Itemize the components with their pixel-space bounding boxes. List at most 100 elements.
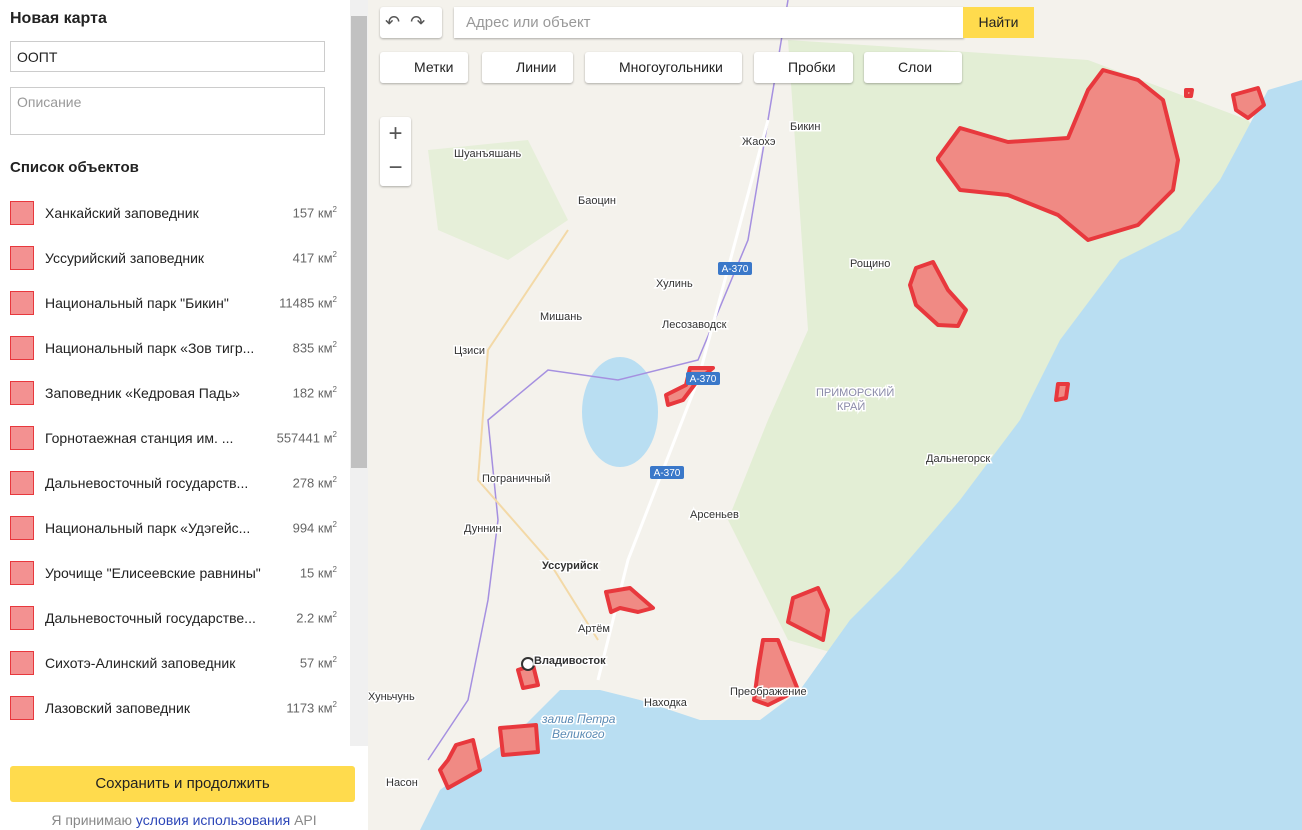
area-power: 2: [332, 475, 337, 484]
area-unit: км: [317, 205, 333, 221]
object-area: 157 км2: [293, 205, 337, 220]
area-value: 417: [292, 250, 315, 266]
title: Новая карта: [10, 10, 107, 27]
area-power: 2: [332, 295, 337, 304]
object-item[interactable]: Уссурийский заповедник 417 км2: [10, 244, 337, 272]
object-item[interactable]: Дальневосточный государстве... 2.2 км2: [10, 604, 337, 632]
area-power: 2: [332, 700, 337, 709]
object-color: [10, 561, 34, 585]
object-color: [10, 246, 34, 270]
road-label: А-370: [722, 264, 749, 275]
map-label: Находка: [644, 697, 688, 709]
map-label: Лесозаводск: [662, 319, 727, 331]
zoom-control[interactable]: + −: [380, 117, 411, 186]
description-input[interactable]: Описание: [10, 87, 325, 135]
map-label: Владивосток: [534, 655, 606, 667]
area-value: 182: [292, 385, 315, 401]
map-label: Преображение: [730, 686, 807, 698]
area-unit: м: [323, 430, 333, 446]
area-unit: км: [317, 385, 333, 401]
undo-redo[interactable]: ↶ ↷: [380, 7, 442, 38]
map-label: Рощино: [850, 258, 890, 270]
area-value: 11485: [279, 295, 315, 311]
object-color: [10, 696, 34, 720]
object-area: 11485 км2: [279, 295, 337, 310]
map-canvas: Шуанъяшань Баоцин Бикин Жаохэ Хулинь Мишань Ле…: [368, 0, 1302, 830]
map-label: Бикин: [790, 121, 820, 133]
object-item[interactable]: Национальный парк «Зов тигр... 835 км2: [10, 334, 337, 362]
object-item[interactable]: Урочище "Елисеевские равнины" 15 км2: [10, 559, 337, 587]
area-power: 2: [332, 565, 337, 574]
tool-button[interactable]: Линии: [482, 52, 573, 83]
map-label: Баоцин: [578, 195, 616, 207]
object-name: Уссурийский заповедник: [45, 250, 205, 266]
map-label: Артём: [578, 623, 610, 635]
map-label: Уссурийск: [542, 560, 599, 572]
object-color: [10, 201, 34, 225]
area-unit: км: [317, 475, 333, 491]
area-value: 157: [292, 205, 315, 221]
object-name: Дальневосточный государстве...: [45, 610, 256, 626]
object-item[interactable]: Лазовский заповедник 1173 км2: [10, 694, 337, 722]
area-power: 2: [332, 385, 337, 394]
object-item[interactable]: Заповедник «Кедровая Падь» 182 км2: [10, 379, 337, 407]
road-label: А-370: [654, 468, 681, 479]
object-area: 57 км2: [300, 655, 337, 670]
map-label: КРАЙ: [837, 400, 865, 413]
map[interactable]: Шуанъяшань Баоцин Бикин Жаохэ Хулинь Мишань Ле…: [368, 0, 1302, 830]
save-button[interactable]: Сохранить и продолжить: [10, 766, 355, 802]
scrollbar[interactable]: [350, 0, 368, 746]
terms-link[interactable]: условия использования: [135, 812, 291, 828]
object-list: Ханкайский заповедник 157 км2 Уссурийский …: [0, 0, 350, 746]
area-unit: км: [317, 340, 333, 356]
sidebar: Новая карта ООПТ Описание Список объекто…: [0, 0, 368, 830]
object-area: 994 км2: [293, 520, 337, 535]
terms-prefix: Я принимаю: [51, 812, 132, 828]
object-item[interactable]: Сихотэ-Алинский заповедник 57 км2: [10, 649, 337, 677]
area-power: 2: [332, 205, 337, 214]
object-name: Горнотаежная станция им. ...: [45, 430, 234, 446]
object-color: [10, 291, 34, 315]
object-color: [10, 471, 34, 495]
object-area: 15 км2: [300, 565, 337, 580]
object-area: 278 км2: [293, 475, 337, 490]
search-input[interactable]: Адрес или объект: [454, 7, 964, 38]
object-color: [10, 336, 34, 360]
area-value: 994: [292, 520, 315, 536]
object-item[interactable]: Национальный парк «Удэгейс... 994 км2: [10, 514, 337, 542]
object-name: Лазовский заповедник: [45, 700, 190, 716]
name-input[interactable]: ООПТ: [10, 41, 325, 72]
object-item[interactable]: Национальный парк "Бикин" 11485 км2: [10, 289, 337, 317]
terms-suffix: API: [294, 812, 317, 828]
tool-button[interactable]: Метки: [380, 52, 468, 83]
tool-button[interactable]: Пробки: [754, 52, 853, 83]
object-area: 1173 км2: [286, 700, 337, 715]
area-power: 2: [332, 340, 337, 349]
tool-button[interactable]: Слои: [864, 52, 962, 83]
area-value: 278: [292, 475, 315, 491]
area-value: 2.2: [296, 610, 315, 626]
object-name: Национальный парк «Зов тигр...: [45, 340, 255, 356]
object-name: Урочище "Елисеевские равнины": [45, 565, 261, 581]
terms: Я принимаю условия использования API: [0, 812, 368, 828]
map-label: Хулинь: [656, 278, 693, 290]
object-area: 557441 м2: [277, 430, 337, 445]
map-label: Дальнегорск: [926, 453, 990, 465]
object-area: 417 км2: [293, 250, 337, 265]
object-area: 2.2 км2: [296, 610, 337, 625]
object-item[interactable]: Дальневосточный государств... 278 км2: [10, 469, 337, 497]
object-area: 835 км2: [293, 340, 337, 355]
object-name: Дальневосточный государств...: [45, 475, 249, 491]
area-power: 2: [332, 655, 337, 664]
object-name: Национальный парк "Бикин": [45, 295, 229, 311]
area-power: 2: [332, 520, 337, 529]
object-item[interactable]: Ханкайский заповедник 157 км2: [10, 199, 337, 227]
road-shield: [686, 372, 720, 385]
object-item[interactable]: Горнотаежная станция им. ... 557441 м2: [10, 424, 337, 452]
road-shield: [718, 262, 752, 275]
area-power: 2: [332, 250, 337, 259]
area-unit: км: [317, 655, 333, 671]
search-button[interactable]: Найти: [963, 7, 1034, 38]
tool-button[interactable]: Многоугольники: [585, 52, 742, 83]
